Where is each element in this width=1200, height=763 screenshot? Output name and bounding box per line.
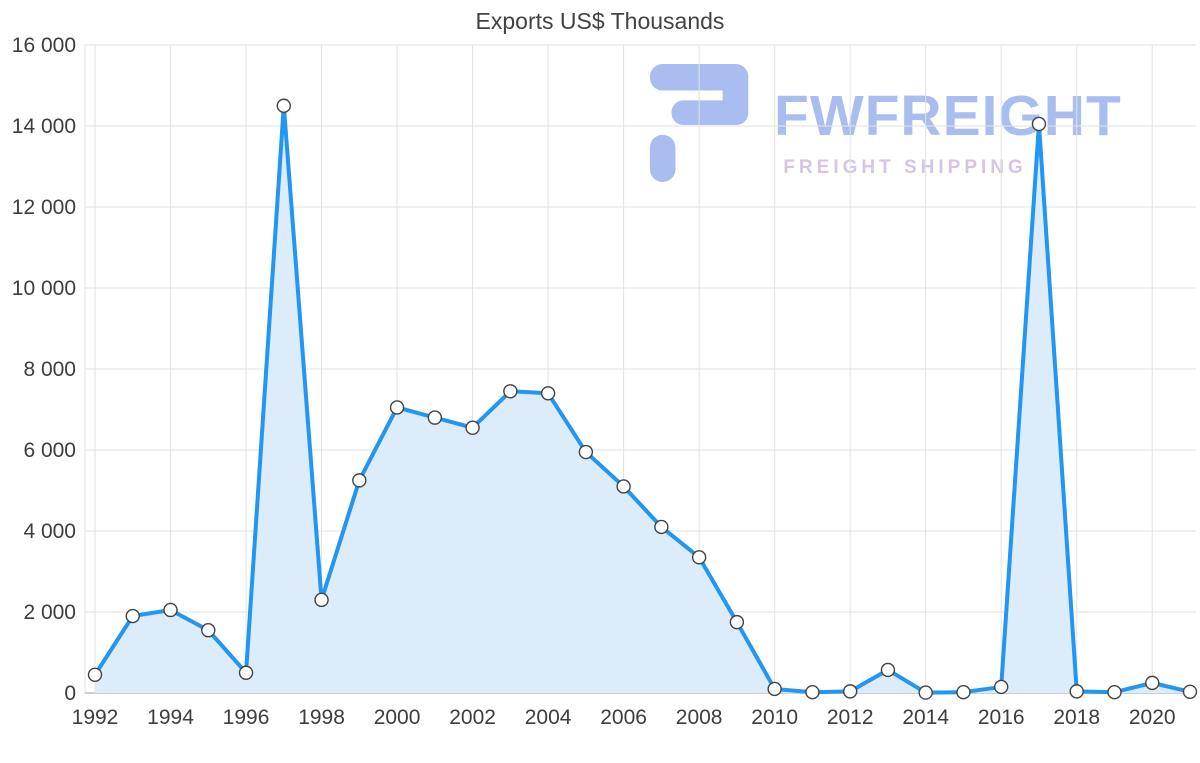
x-tick-label: 1994 — [147, 706, 194, 729]
y-tick-label: 4 000 — [23, 520, 76, 543]
x-tick-label: 2008 — [676, 706, 723, 729]
data-point — [314, 592, 329, 608]
x-tick-label: 1992 — [72, 706, 119, 729]
x-tick-label: 2006 — [600, 706, 647, 729]
data-point — [1069, 684, 1084, 699]
x-tick-label: 2016 — [978, 706, 1025, 729]
watermark-brand-text: FWFREIGHT — [774, 84, 1122, 148]
y-tick-label: 8 000 — [23, 358, 76, 381]
data-point — [616, 479, 631, 494]
data-point — [578, 444, 594, 460]
watermark-tagline-text: FREIGHT SHIPPING — [783, 157, 1027, 178]
x-tick-label: 2020 — [1129, 706, 1176, 729]
data-point — [427, 410, 443, 425]
data-point — [125, 608, 140, 624]
data-point — [918, 685, 933, 700]
data-point — [1031, 116, 1047, 132]
area-fill — [95, 105, 1190, 693]
data-point — [767, 681, 782, 697]
y-tick-label: 2 000 — [23, 601, 76, 624]
data-point — [540, 386, 556, 401]
x-tick-label: 1998 — [298, 706, 345, 729]
data-point — [805, 684, 820, 700]
x-tick-label: 2014 — [902, 706, 949, 729]
data-point — [1107, 684, 1122, 700]
x-tick-label: 2004 — [525, 706, 572, 729]
data-point — [465, 420, 480, 435]
y-tick-label: 16 000 — [12, 34, 76, 57]
data-point — [87, 667, 103, 682]
x-axis-labels: 1992 1994 1996 1998 2000 2002 2004 2006 2008 2010… — [72, 706, 1176, 729]
y-tick-label: 14 000 — [12, 115, 76, 138]
y-tick-label: 6 000 — [23, 439, 76, 462]
data-point — [201, 623, 216, 638]
x-tick-label: 2000 — [374, 706, 421, 729]
x-tick-label: 2018 — [1053, 706, 1100, 729]
chart-title: Exports US$ Thousands — [475, 8, 725, 34]
y-tick-label: 0 — [64, 682, 76, 705]
y-axis-labels: 0 2 000 4 000 6 000 8 000 10 000 12 000 14 000 1… — [12, 34, 76, 705]
data-point — [842, 684, 858, 699]
exports-line — [93, 103, 1192, 695]
fwfreight-logo-icon — [649, 64, 749, 182]
x-tick-label: 2002 — [449, 706, 496, 729]
data-point — [389, 400, 405, 415]
data-point — [276, 98, 291, 113]
data-point — [163, 602, 178, 618]
data-point — [238, 665, 254, 680]
data-points — [87, 98, 1198, 700]
x-tick-label: 2010 — [751, 706, 798, 729]
y-tick-label: 10 000 — [12, 277, 76, 300]
y-tick-label: 12 000 — [12, 196, 76, 219]
data-point — [691, 550, 707, 565]
data-point — [654, 519, 669, 535]
data-point — [1145, 675, 1160, 691]
data-point — [956, 684, 971, 700]
data-point — [1182, 684, 1198, 699]
data-point — [352, 473, 367, 488]
data-point — [503, 384, 518, 399]
data-point — [994, 679, 1009, 695]
data-point — [729, 614, 745, 630]
x-tick-label: 2012 — [827, 706, 874, 729]
x-tick-label: 1996 — [223, 706, 270, 729]
watermark-text-block: FWFREIGHT FREIGHT SHIPPING — [774, 88, 1122, 179]
watermark: FWFREIGHT FREIGHT SHIPPING — [646, 64, 1122, 182]
data-point — [880, 662, 896, 678]
